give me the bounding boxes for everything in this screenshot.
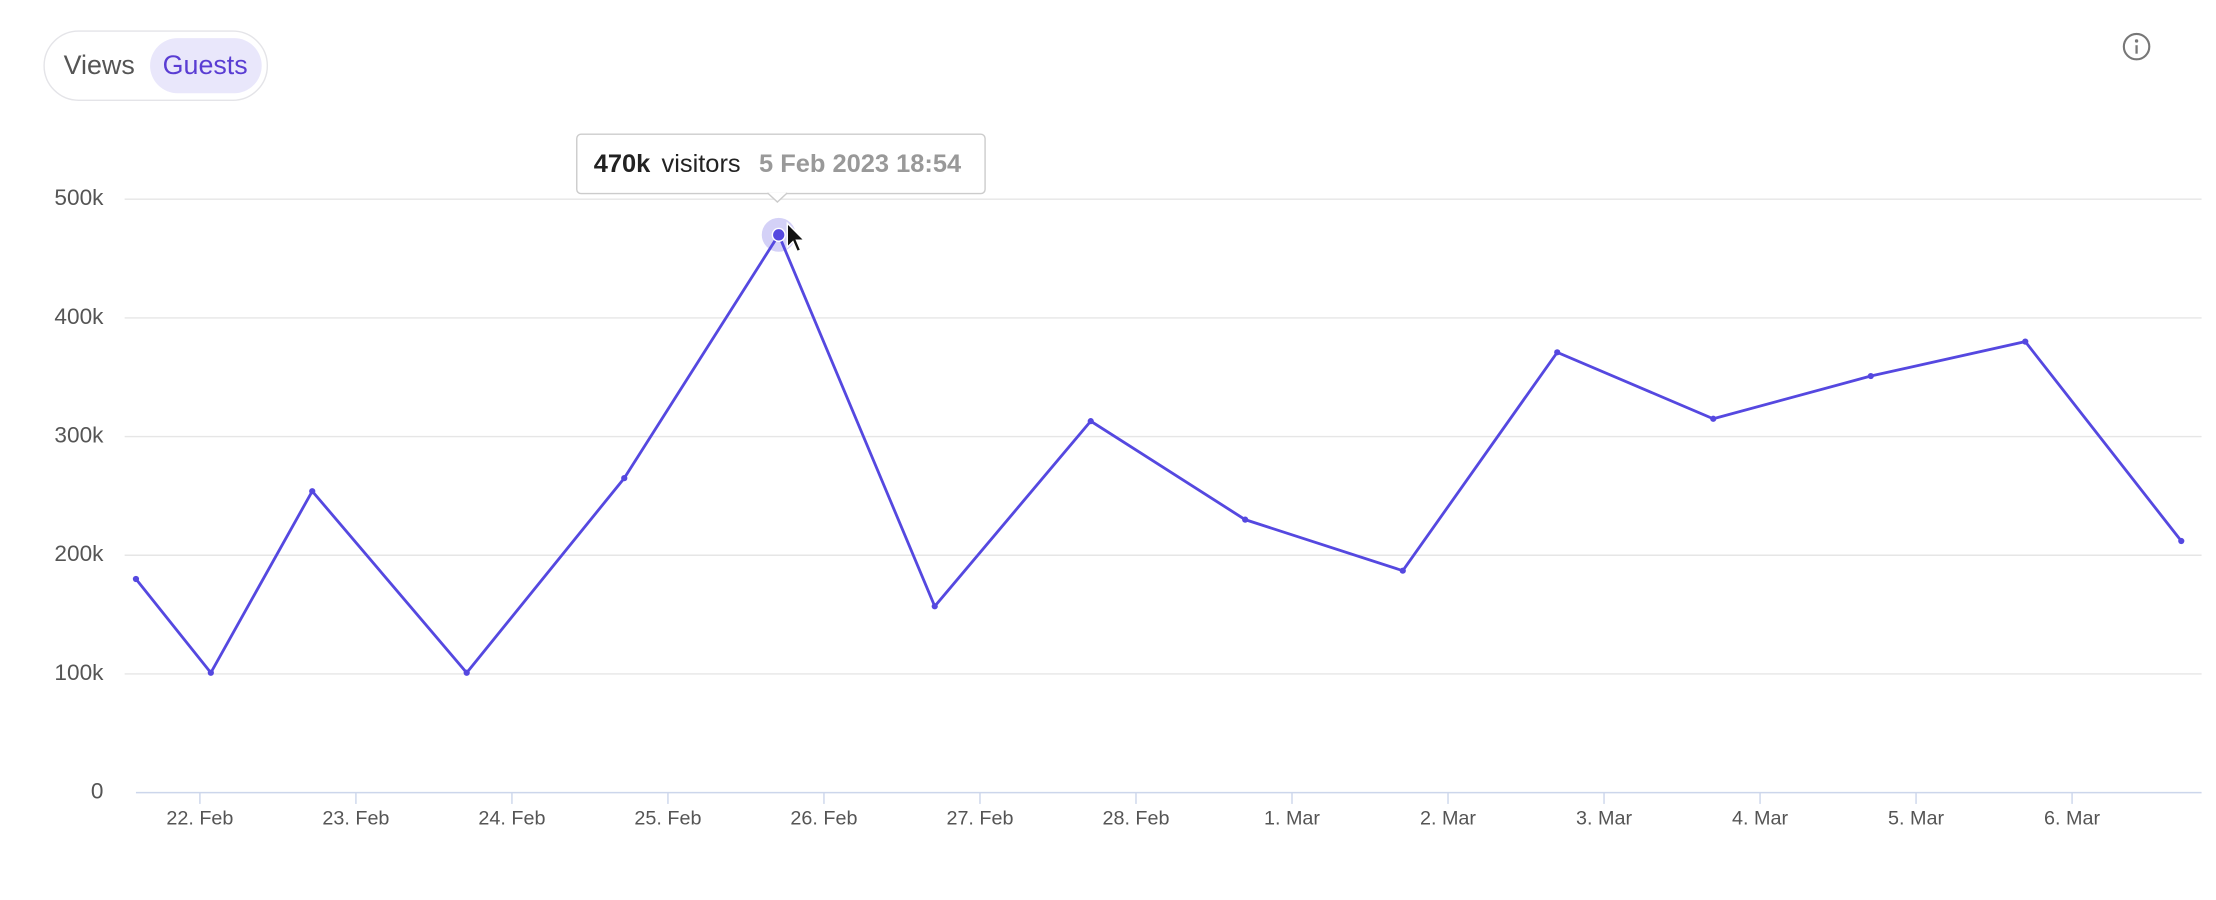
y-tick-label: 100k [54, 660, 104, 685]
view-toggle: Views Guests [43, 30, 269, 102]
point [1399, 567, 1406, 574]
x-tick-label: 6. Mar [2044, 808, 2100, 830]
point [2022, 338, 2029, 345]
plot: 0 100k 200k 300k 400k 500k 22. Feb 23. Feb 24. F… [54, 185, 2202, 830]
tooltip-value: 470k [594, 150, 651, 178]
toggle-selected-bg [150, 38, 262, 94]
point [309, 488, 316, 495]
point [1710, 415, 1717, 422]
point [931, 603, 938, 610]
hover-point [771, 227, 786, 242]
y-tick-label: 0 [91, 779, 104, 804]
y-tick-label: 200k [54, 541, 104, 566]
point [132, 575, 140, 583]
x-tick-label: 1. Mar [1264, 808, 1320, 830]
x-tick-label: 25. Feb [634, 808, 701, 830]
point [1867, 372, 1874, 380]
info-circle [2122, 32, 2151, 61]
x-tick-label: 27. Feb [946, 808, 1013, 830]
series-line [134, 231, 2183, 676]
x-tick-label: 26. Feb [790, 808, 857, 830]
toggle-views[interactable]: Views [64, 50, 135, 80]
x-tick-label: 4. Mar [1732, 808, 1788, 830]
point [1087, 418, 1094, 425]
x-tick-label: 5. Mar [1888, 808, 1944, 830]
x-tick-label: 3. Mar [1576, 808, 1632, 830]
point [207, 669, 214, 676]
tooltip-time: 5 Feb 2023 18:54 [759, 150, 961, 178]
point [1242, 516, 1249, 523]
x-tick-label: 22. Feb [166, 808, 233, 830]
y-tick-label: 500k [54, 185, 104, 210]
point [463, 669, 470, 676]
x-tick-label: 23. Feb [322, 808, 389, 830]
toggle-guests[interactable]: Guests [163, 50, 248, 80]
x-tick-label: 24. Feb [478, 808, 545, 830]
point [621, 475, 628, 482]
tooltip: 470k visitors 5 Feb 2023 18:54 [576, 133, 986, 204]
y-tick-label: 300k [54, 423, 104, 448]
x-tick-label: 28. Feb [1102, 808, 1169, 830]
tooltip-pointer [767, 192, 788, 204]
x-tick-label: 2. Mar [1420, 808, 1476, 830]
mouse-cursor [786, 221, 806, 253]
info-icon[interactable] [2122, 32, 2151, 61]
point [2178, 537, 2185, 545]
point [1554, 349, 1561, 356]
y-tick-label: 400k [54, 304, 104, 329]
tooltip-unit: visitors [662, 150, 741, 178]
info-dot [2134, 39, 2139, 43]
